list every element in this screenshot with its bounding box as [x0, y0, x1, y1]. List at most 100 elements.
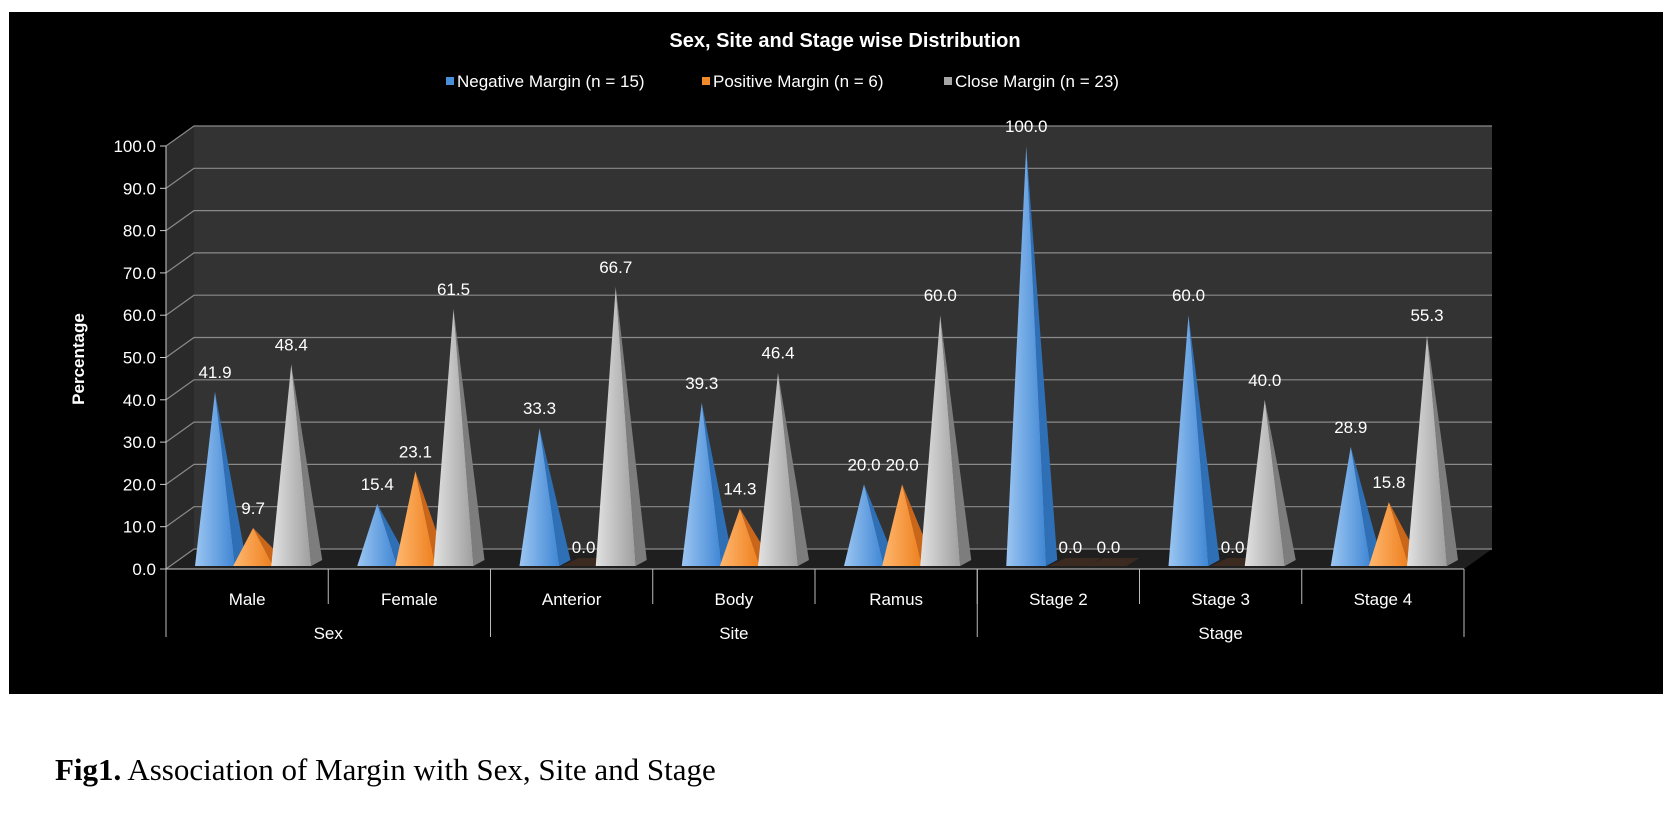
data-label: 0.0 — [1059, 538, 1083, 557]
cone-bar — [843, 484, 884, 566]
cone-bar — [1244, 399, 1285, 566]
legend-swatch — [944, 77, 952, 85]
cone-side — [615, 286, 647, 566]
data-label: 39.3 — [685, 374, 718, 393]
chart-walls — [166, 126, 1492, 569]
data-label: 20.0 — [847, 455, 880, 474]
legend-label: Close Margin (n = 23) — [955, 72, 1119, 91]
caption-label: Fig1. — [55, 752, 122, 787]
data-label: 20.0 — [886, 455, 919, 474]
cone-side — [291, 364, 323, 566]
cone-bar — [1330, 446, 1371, 566]
cone-bar — [882, 484, 923, 566]
chart-svg: Sex, Site and Stage wise Distribution Ne… — [69, 30, 1492, 643]
legend-label: Positive Margin (n = 6) — [713, 72, 884, 91]
cone-bar-zero — [1086, 558, 1140, 566]
x-category-label: Male — [229, 590, 266, 609]
data-label: 0.0 — [1097, 538, 1121, 557]
x-category-label: Stage 3 — [1191, 590, 1250, 609]
cone-side — [778, 372, 810, 566]
cone-bar — [595, 286, 636, 566]
cone-bar — [1006, 146, 1047, 566]
legend-label: Negative Margin (n = 15) — [457, 72, 645, 91]
cone-bar — [395, 471, 436, 566]
y-gridlines — [160, 125, 1492, 570]
y-tick-label: 10.0 — [123, 518, 156, 537]
cone-bar — [1368, 502, 1409, 566]
x-category-label: Stage 4 — [1354, 590, 1413, 609]
y-tick-label: 50.0 — [123, 349, 156, 368]
y-gridline — [165, 125, 1492, 147]
cone-bar — [681, 402, 722, 566]
cone-side — [1188, 315, 1220, 566]
data-label: 46.4 — [761, 344, 794, 363]
y-gridline — [165, 463, 1492, 485]
caption-text: Association of Margin with Sex, Site and… — [121, 752, 716, 787]
cone-bars — [194, 146, 1459, 566]
y-gridline — [165, 167, 1492, 189]
y-tick-label: 0.0 — [132, 560, 156, 579]
data-label: 55.3 — [1410, 306, 1443, 325]
cone-bar — [194, 391, 235, 566]
data-label: 60.0 — [1172, 286, 1205, 305]
y-gridline — [165, 294, 1492, 316]
y-gridline — [165, 210, 1492, 232]
y-tick-label: 70.0 — [123, 264, 156, 283]
data-label: 9.7 — [241, 499, 265, 518]
cone-bar — [519, 428, 560, 566]
y-tick-label: 60.0 — [123, 306, 156, 325]
data-labels: 41.9 9.7 48.4 15.4 23.1 61.5 33.3 0.0 66.7 39.3 14… — [198, 117, 1443, 557]
cone-side — [1264, 399, 1296, 566]
y-gridline — [165, 336, 1492, 358]
data-label: 0.0 — [1221, 538, 1245, 557]
x-category-label: Anterior — [542, 590, 602, 609]
data-label: 100.0 — [1005, 117, 1048, 136]
y-tick-label: 20.0 — [123, 475, 156, 494]
y-axis-label: Percentage — [69, 313, 88, 405]
cone-bar — [357, 503, 398, 566]
cone-side — [453, 308, 485, 566]
cone-side — [539, 428, 571, 566]
cone-bar — [1168, 315, 1209, 566]
data-label: 23.1 — [399, 442, 432, 461]
data-label: 66.7 — [599, 258, 632, 277]
y-tick-label: 90.0 — [123, 179, 156, 198]
cone-side — [940, 315, 972, 566]
data-label: 33.3 — [523, 399, 556, 418]
chart-title: Sex, Site and Stage wise Distribution — [669, 30, 1020, 52]
x-group-label: Site — [719, 624, 748, 643]
y-gridline — [165, 421, 1492, 443]
cone-bar — [758, 372, 799, 566]
x-axis: Male Female Anterior Body Ramus Stage 2 Stage … — [165, 568, 1465, 643]
cone-bar — [271, 364, 312, 566]
cone-side — [701, 402, 733, 566]
cone-bar-zero — [1048, 558, 1102, 566]
y-tick-label: 40.0 — [123, 391, 156, 410]
cone-side — [1026, 146, 1058, 566]
y-gridline — [165, 548, 1492, 570]
data-label: 60.0 — [924, 286, 957, 305]
data-label: 0.0 — [572, 538, 596, 557]
floor — [166, 549, 1492, 569]
y-gridline — [165, 252, 1492, 274]
data-label: 14.3 — [723, 480, 756, 499]
y-tick-label: 80.0 — [123, 222, 156, 241]
x-category-label: Stage 2 — [1029, 590, 1088, 609]
data-label: 40.0 — [1248, 371, 1281, 390]
data-label: 41.9 — [198, 363, 231, 382]
y-gridline — [165, 506, 1492, 528]
data-label: 15.4 — [361, 475, 394, 494]
x-group-label: Stage — [1198, 624, 1242, 643]
cone-side — [1350, 446, 1382, 566]
data-label: 48.4 — [275, 335, 308, 354]
cone-bar — [433, 308, 474, 566]
x-group-label: Sex — [314, 624, 344, 643]
data-label: 61.5 — [437, 280, 470, 299]
y-tick-labels: 0.0 10.0 20.0 30.0 40.0 50.0 60.0 70.0 80.0 90.0 1… — [113, 137, 156, 579]
cone-bar — [1407, 335, 1448, 566]
cone-side — [1427, 335, 1459, 566]
legend-swatch — [702, 77, 710, 85]
cone-bar — [233, 527, 274, 566]
y-gridline — [165, 379, 1492, 401]
x-category-label: Body — [715, 590, 754, 609]
